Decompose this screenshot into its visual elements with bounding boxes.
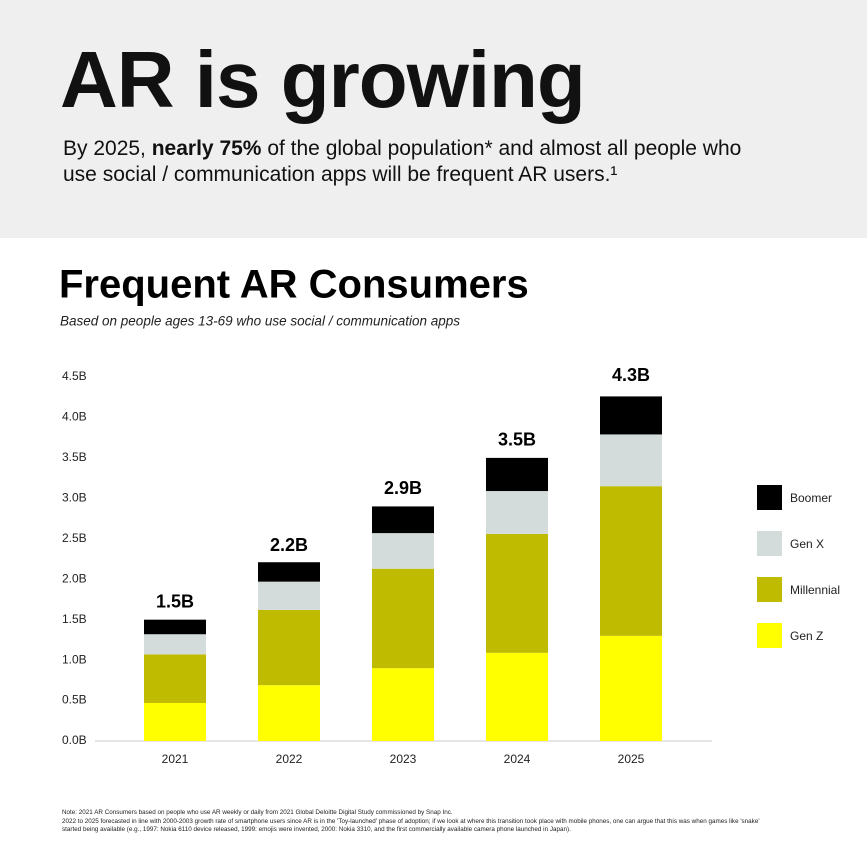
header-band: AR is growing By 2025, nearly 75% of the… — [0, 0, 867, 238]
bar-segment — [144, 634, 206, 655]
legend-swatch — [757, 531, 782, 556]
legend-swatch — [757, 485, 782, 510]
bar-segment — [372, 668, 434, 741]
y-tick-label: 4.0B — [62, 410, 87, 424]
x-tick-label: 2022 — [276, 752, 303, 766]
x-tick-label: 2025 — [618, 752, 645, 766]
y-tick-label: 0.0B — [62, 733, 87, 747]
bar-segment — [144, 654, 206, 703]
chart: Frequent AR Consumers Based on people ag… — [59, 263, 840, 767]
x-tick-label: 2024 — [504, 752, 531, 766]
bar-segment — [144, 702, 206, 741]
bar-segment — [600, 486, 662, 636]
bar-segment — [372, 568, 434, 669]
bar-segment — [600, 434, 662, 487]
bar-segment — [258, 685, 320, 741]
notes: Note: 2021 AR Consumers based on people … — [62, 809, 852, 835]
total-label: 1.5B — [156, 591, 194, 611]
y-tick-label: 4.5B — [62, 369, 87, 383]
bar-segment — [258, 609, 320, 686]
y-tick-label: 1.0B — [62, 652, 87, 666]
bar-segment — [600, 396, 662, 435]
y-tick-label: 2.5B — [62, 531, 87, 545]
chart-title: Frequent AR Consumers — [59, 263, 529, 307]
y-tick-label: 1.5B — [62, 612, 87, 626]
subtitle-text: By 2025, — [63, 137, 152, 160]
bar-segment — [486, 491, 548, 534]
legend-label: Gen Z — [790, 629, 823, 643]
bar-segment — [144, 619, 206, 635]
legend-swatch — [757, 577, 782, 602]
bar-segment — [486, 652, 548, 741]
note-line: Note: 2021 AR Consumers based on people … — [62, 809, 453, 816]
bar-segment — [372, 506, 434, 534]
note-line: started being available (e.g., 1997: Nok… — [62, 826, 571, 833]
subtitle-text: of the global population* and almost all… — [63, 137, 742, 186]
legend-label: Boomer — [790, 491, 832, 505]
bar-segment — [486, 533, 548, 653]
page-subtitle: By 2025, nearly 75% of the global popula… — [63, 136, 763, 188]
x-tick-label: 2021 — [162, 752, 189, 766]
legend-label: Millennial — [790, 583, 840, 597]
bar-segment — [258, 581, 320, 610]
total-label: 2.2B — [270, 535, 308, 555]
page-title: AR is growing — [60, 35, 586, 124]
total-label: 2.9B — [384, 478, 422, 498]
chart-subtitle: Based on people ages 13-69 who use socia… — [60, 314, 460, 329]
bar-segment — [486, 457, 548, 492]
subtitle-emphasis: nearly 75% — [151, 137, 262, 160]
total-label: 4.3B — [612, 365, 650, 385]
x-tick-label: 2023 — [390, 752, 417, 766]
note-line: 2022 to 2025 forecasted in line with 200… — [62, 817, 760, 825]
legend-swatch — [757, 623, 782, 648]
y-tick-label: 3.0B — [62, 491, 87, 505]
y-tick-label: 2.0B — [62, 571, 87, 585]
legend-label: Gen X — [790, 537, 824, 551]
bar-segment — [600, 635, 662, 741]
bar-segment — [372, 533, 434, 569]
y-tick-label: 3.5B — [62, 450, 87, 464]
total-label: 3.5B — [498, 430, 536, 450]
y-tick-label: 0.5B — [62, 693, 87, 707]
bar-segment — [258, 562, 320, 582]
